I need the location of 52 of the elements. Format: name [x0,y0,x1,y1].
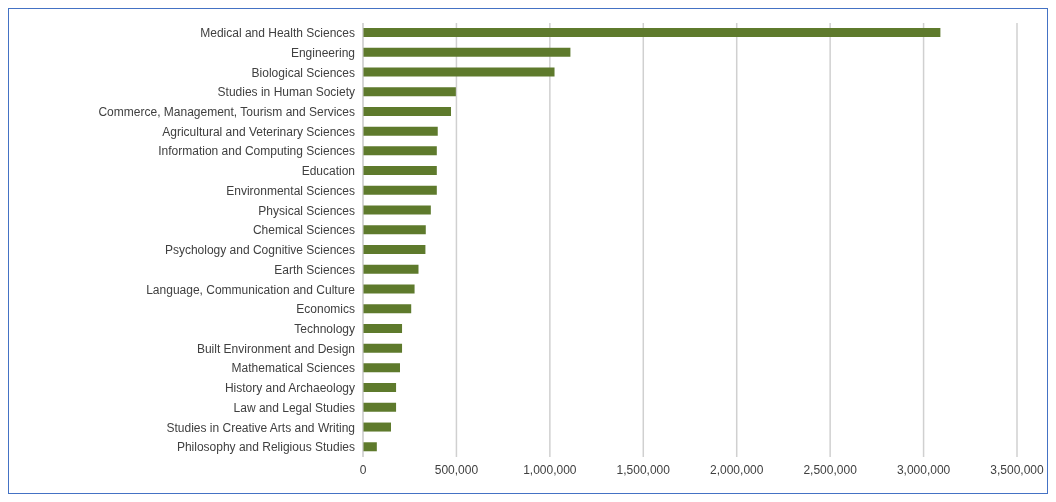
x-tick-label: 1,000,000 [523,462,577,477]
y-tick-label: Law and Legal Studies [233,400,355,415]
y-tick-label: Psychology and Cognitive Sciences [164,243,355,258]
y-tick-label: Medical and Health Sciences [200,26,355,41]
x-tick-label: 1,500,000 [616,462,671,477]
y-tick-label: Technology [294,322,355,337]
bar [363,47,571,57]
bar [363,284,415,294]
bar [363,264,419,274]
bar [363,28,941,37]
y-tick-label: Engineering [290,45,355,60]
y-tick-label: Agricultural and Veterinary Sciences [162,124,355,139]
bar [363,304,412,314]
bar [363,245,426,254]
y-tick-label: Education [301,164,355,179]
y-tick-label: Built Environment and Design [196,341,355,356]
bar [363,67,555,77]
x-tick-label: 0 [359,462,367,477]
bar [363,185,437,195]
bar [363,205,431,215]
bar [363,383,397,393]
x-tick-label: 2,500,000 [803,462,858,477]
y-tick-label: Studies in Creative Arts and Writing [166,420,355,435]
bar [363,166,437,176]
y-tick-label: Philosophy and Religious Studies [176,440,355,455]
y-tick-label: Information and Computing Sciences [158,144,355,159]
bar [363,343,403,353]
bar [363,225,426,235]
x-tick-label: 3,000,000 [896,462,951,477]
y-tick-label: Economics [296,302,355,317]
bar [363,402,397,412]
x-tick-label: 2,000,000 [710,462,764,477]
bar [363,106,452,116]
y-tick-label: Physical Sciences [258,203,355,218]
y-tick-label: Commerce, Management, Tourism and Services [98,105,355,120]
bar [363,363,400,373]
bar [363,323,403,333]
bar [363,442,377,452]
x-tick-label: 500,000 [434,462,479,477]
y-tick-label: Studies in Human Society [217,85,355,100]
bar [363,87,456,97]
y-tick-label: Earth Sciences [274,262,355,277]
bar [363,126,438,136]
bar [363,422,392,432]
y-tick-label: Language, Communication and Culture [146,282,356,297]
x-tick-label: 3,500,000 [990,462,1045,477]
bar [363,146,437,156]
y-tick-label: Chemical Sciences [252,223,355,238]
y-tick-label: Environmental Sciences [226,183,355,198]
y-tick-label: Mathematical Sciences [231,361,355,376]
y-tick-label: History and Archaeology [224,381,355,396]
y-tick-label: Biological Sciences [251,65,355,80]
